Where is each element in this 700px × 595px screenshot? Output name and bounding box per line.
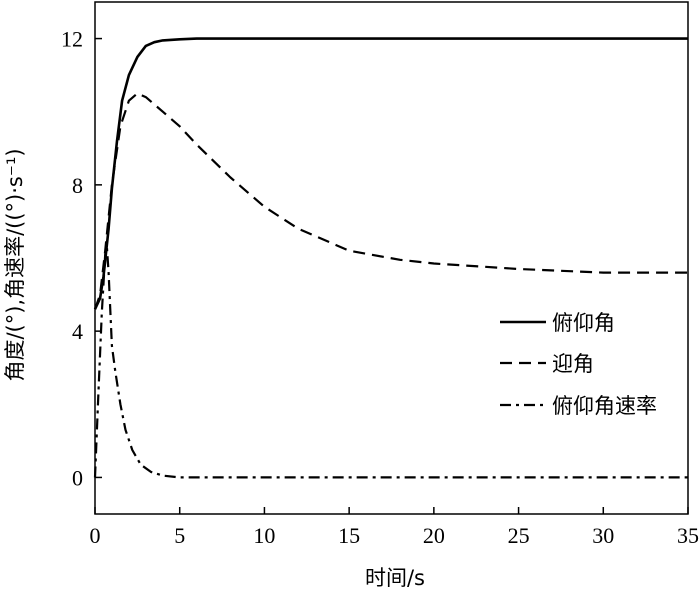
- plot-border: [94, 1, 689, 515]
- y-tick-label: 0: [72, 465, 83, 490]
- series-line-2: [93, 92, 688, 310]
- x-axis-label: 时间/s: [365, 566, 425, 590]
- plot-frame: [94, 1, 689, 515]
- x-tick-label: 15: [338, 523, 360, 548]
- y-tick-label: 12: [61, 27, 83, 52]
- ticks-layer: 0 5 10 15 20 25 30 35 0 4 8 12: [61, 27, 699, 548]
- y-tick-label: 8: [72, 173, 83, 198]
- y-axis-label: 角度/(°),角速率/((°)·s⁻¹): [3, 148, 27, 381]
- x-tick-label: 25: [508, 523, 530, 548]
- legend-label-2: 迎角: [552, 352, 594, 376]
- x-tick-label: 5: [174, 523, 185, 548]
- x-tick-label: 20: [423, 523, 445, 548]
- series-line-3: [93, 245, 688, 479]
- x-tick-label: 0: [90, 523, 101, 548]
- legend-label-1: 俯仰角: [552, 311, 615, 335]
- x-tick-label: 35: [677, 523, 699, 548]
- y-tick-label: 4: [72, 319, 83, 344]
- series-layer: [93, 37, 688, 479]
- x-tick-label: 10: [253, 523, 275, 548]
- series-line-1: [93, 37, 688, 310]
- x-tick-label: 30: [592, 523, 614, 548]
- legend-label-3: 俯仰角速率: [552, 394, 657, 418]
